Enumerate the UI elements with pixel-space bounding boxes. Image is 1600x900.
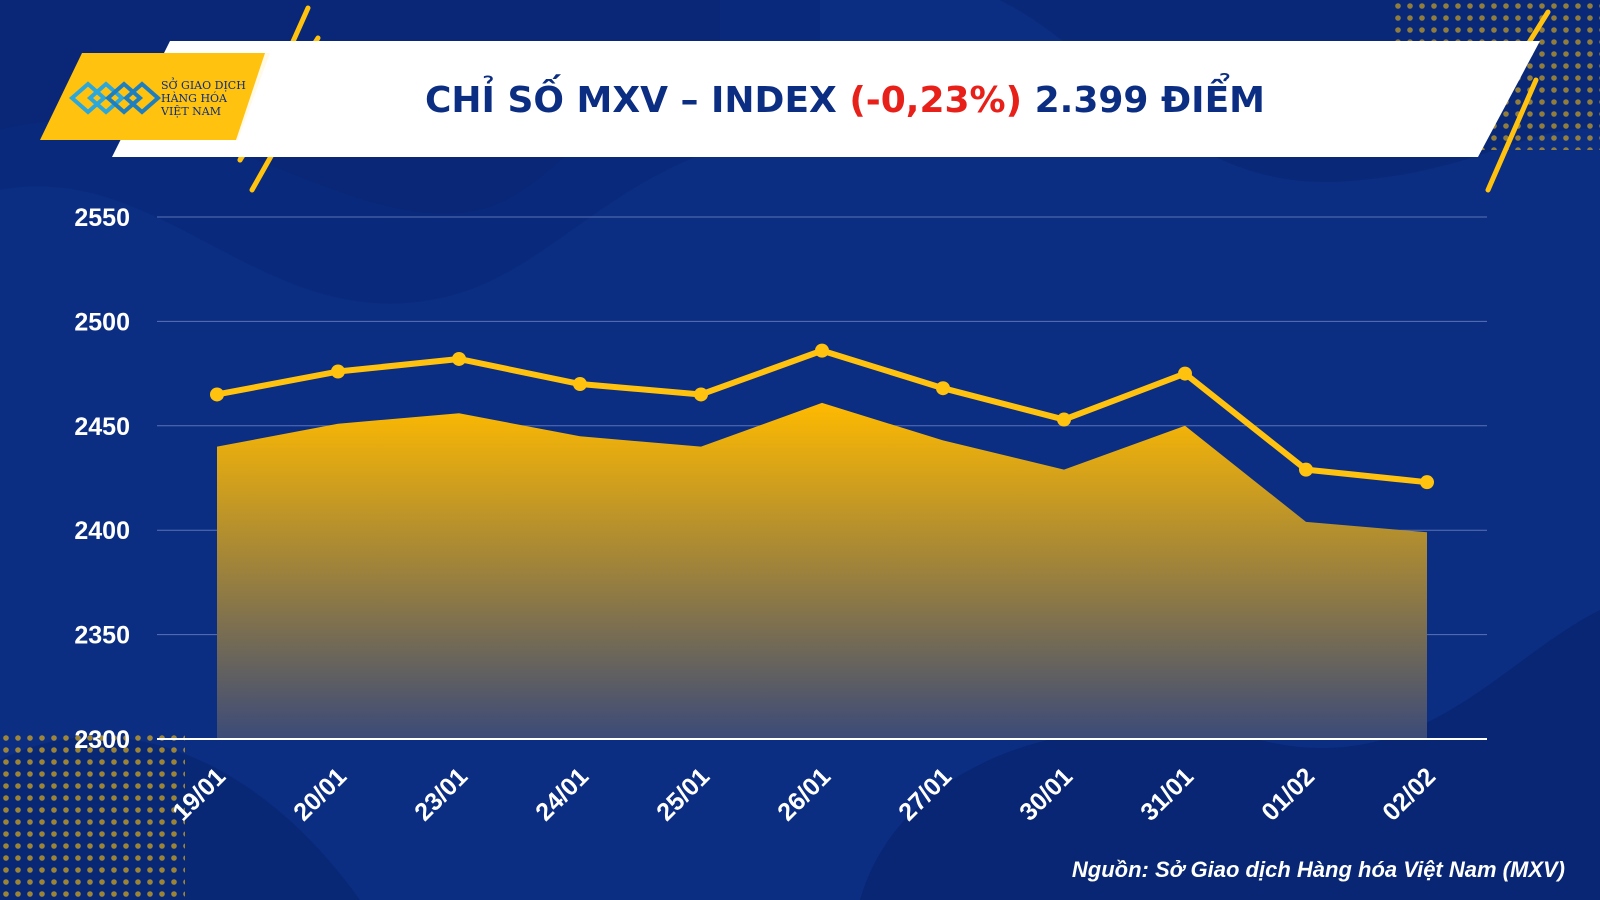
y-tick-label: 2550 (74, 204, 130, 232)
y-tick-label: 2300 (74, 726, 130, 754)
y-tick-label: 2350 (74, 622, 130, 650)
line-marker (1299, 462, 1313, 477)
y-tick-label: 2400 (74, 517, 130, 545)
x-tick-label: 26/01 (772, 762, 836, 826)
line-marker (936, 381, 950, 396)
x-tick-label: 25/01 (651, 762, 715, 826)
line-marker (1178, 366, 1192, 381)
logo-line-2: HÀNG HÓA (161, 91, 228, 105)
line-marker (1420, 475, 1434, 490)
title-prefix: CHỈ SỐ MXV – INDEX (425, 74, 849, 121)
line-series (210, 343, 1434, 490)
area-fill (217, 402, 1427, 739)
mxv-logo-icon (68, 81, 162, 115)
y-tick-label: 2450 (74, 413, 130, 441)
line-marker (452, 351, 466, 366)
line-marker (210, 387, 224, 402)
title-change: (-0,23%) (849, 80, 1022, 121)
logo-line-3: VIỆT NAM (160, 104, 221, 118)
title-suffix: 2.399 ĐIỂM (1022, 73, 1265, 121)
line-marker (573, 377, 587, 392)
source-note: Nguồn: Sở Giao dịch Hàng hóa Việt Nam (M… (1072, 857, 1565, 882)
line-marker (694, 387, 708, 402)
y-tick-label: 2500 (74, 308, 130, 336)
line-marker (331, 364, 345, 379)
x-tick-label: 23/01 (409, 762, 473, 826)
chart-title: CHỈ SỐ MXV – INDEX (-0,23%) 2.399 ĐIỂM (425, 73, 1265, 121)
x-tick-label: 20/01 (288, 762, 352, 826)
x-tick-label: 24/01 (530, 762, 594, 826)
line-marker (815, 343, 829, 358)
line-marker (1057, 412, 1071, 427)
y-tick-labels: 2300 2350 2400 2450 2500 2550 (74, 204, 130, 754)
logo-line-1: SỞ GIAO DỊCH (161, 77, 246, 92)
area-series (217, 402, 1427, 739)
header-band (112, 41, 1540, 157)
logo: SỞ GIAO DỊCH HÀNG HÓA VIỆT NAM (40, 53, 282, 140)
